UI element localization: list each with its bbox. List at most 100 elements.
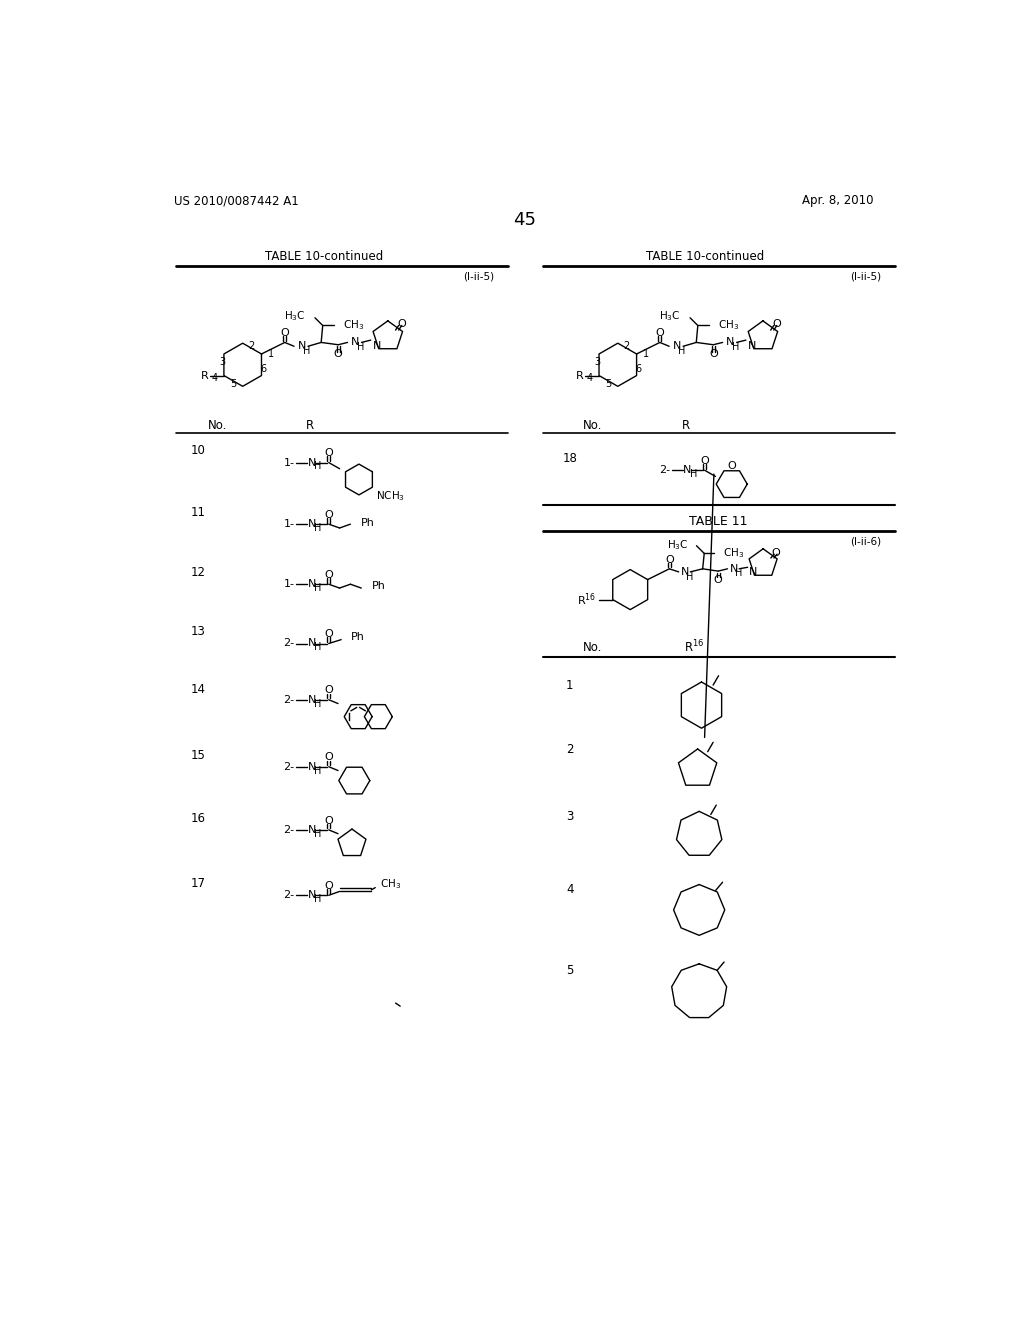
Text: US 2010/0087442 A1: US 2010/0087442 A1	[174, 194, 299, 207]
Text: Ph: Ph	[372, 581, 386, 591]
Text: 3: 3	[594, 356, 600, 367]
Text: CH$_3$: CH$_3$	[718, 318, 739, 333]
Text: N: N	[681, 566, 689, 577]
Text: 1: 1	[643, 348, 649, 359]
Text: H: H	[356, 342, 365, 352]
Text: N: N	[307, 694, 315, 705]
Text: 6: 6	[635, 364, 641, 375]
Text: 12: 12	[190, 566, 205, 579]
Text: H: H	[679, 346, 686, 356]
Text: H: H	[314, 766, 322, 776]
Text: H$_3$C: H$_3$C	[284, 309, 306, 323]
Text: 2-: 2-	[284, 639, 295, 648]
Text: 2-: 2-	[284, 762, 295, 772]
Text: O: O	[772, 319, 781, 329]
Text: H$_3$C: H$_3$C	[668, 539, 689, 552]
Text: 13: 13	[190, 626, 205, 639]
Text: NCH$_3$: NCH$_3$	[376, 490, 404, 503]
Text: No.: No.	[208, 418, 226, 432]
Text: R: R	[682, 418, 690, 432]
Text: O: O	[397, 319, 407, 329]
Text: O: O	[655, 329, 665, 338]
Text: H: H	[314, 643, 322, 652]
Text: N: N	[307, 519, 315, 529]
Text: O: O	[325, 880, 333, 891]
Text: 1-: 1-	[284, 519, 295, 529]
Text: O: O	[325, 685, 333, 696]
Text: R: R	[201, 371, 209, 380]
Text: H: H	[690, 469, 697, 479]
Text: 2-: 2-	[284, 694, 295, 705]
Text: 4: 4	[212, 372, 218, 383]
Text: O: O	[665, 556, 674, 565]
Text: 45: 45	[513, 211, 537, 228]
Text: N: N	[726, 338, 734, 347]
Text: CH$_3$: CH$_3$	[380, 878, 401, 891]
Text: O: O	[325, 630, 333, 639]
Text: N: N	[307, 825, 315, 834]
Text: O: O	[325, 570, 333, 579]
Text: H$_3$C: H$_3$C	[659, 309, 681, 323]
Text: 4: 4	[587, 372, 593, 383]
Text: O: O	[325, 816, 333, 825]
Text: N: N	[307, 762, 315, 772]
Text: (I-ii-5): (I-ii-5)	[850, 272, 882, 282]
Text: R: R	[575, 371, 584, 380]
Text: 2: 2	[248, 341, 254, 351]
Text: H: H	[686, 572, 694, 582]
Text: 3: 3	[219, 356, 225, 367]
Text: R: R	[306, 418, 314, 432]
Text: 5: 5	[605, 379, 611, 389]
Text: N: N	[748, 341, 757, 351]
Text: TABLE 11: TABLE 11	[689, 515, 748, 528]
Text: (I-ii-6): (I-ii-6)	[850, 537, 882, 546]
Text: O: O	[325, 752, 333, 763]
Text: H: H	[303, 346, 310, 356]
Text: O: O	[714, 574, 723, 585]
Text: H: H	[732, 342, 739, 352]
Text: TABLE 10-continued: TABLE 10-continued	[265, 251, 383, 264]
Text: O: O	[771, 548, 780, 557]
Text: 1: 1	[267, 348, 273, 359]
Text: N: N	[729, 564, 738, 574]
Text: 10: 10	[190, 445, 205, 458]
Text: H: H	[314, 829, 322, 838]
Text: 2-: 2-	[284, 825, 295, 834]
Text: N: N	[307, 890, 315, 900]
Text: 2: 2	[566, 743, 573, 756]
Text: 2: 2	[624, 341, 630, 351]
Text: H: H	[314, 698, 322, 709]
Text: 4: 4	[566, 883, 573, 896]
Text: Apr. 8, 2010: Apr. 8, 2010	[802, 194, 873, 207]
Text: Ph: Ph	[350, 632, 365, 643]
Text: N: N	[307, 458, 315, 467]
Text: O: O	[334, 348, 343, 359]
Text: N: N	[683, 465, 692, 475]
Text: O: O	[325, 510, 333, 520]
Text: 2-: 2-	[659, 465, 671, 475]
Text: CH$_3$: CH$_3$	[723, 546, 744, 560]
Text: N: N	[307, 639, 315, 648]
Text: O: O	[700, 455, 709, 466]
Text: 5: 5	[566, 964, 573, 977]
Text: O: O	[709, 348, 718, 359]
Text: N: N	[307, 579, 315, 589]
Text: N: N	[749, 566, 757, 577]
Text: No.: No.	[584, 418, 603, 432]
Text: O: O	[325, 449, 333, 458]
Text: N: N	[298, 342, 306, 351]
Text: R$^{16}$: R$^{16}$	[684, 639, 703, 656]
Text: CH$_3$: CH$_3$	[343, 318, 365, 333]
Text: H: H	[314, 462, 322, 471]
Text: 14: 14	[190, 684, 205, 696]
Text: (I-ii-5): (I-ii-5)	[463, 272, 494, 282]
Text: 11: 11	[190, 506, 205, 519]
Text: 1-: 1-	[284, 458, 295, 467]
Text: 2-: 2-	[284, 890, 295, 900]
Text: 3: 3	[566, 810, 573, 824]
Text: 1-: 1-	[284, 579, 295, 589]
Text: H: H	[314, 894, 322, 904]
Text: TABLE 10-continued: TABLE 10-continued	[646, 251, 765, 264]
Text: N: N	[351, 338, 359, 347]
Text: H: H	[314, 583, 322, 593]
